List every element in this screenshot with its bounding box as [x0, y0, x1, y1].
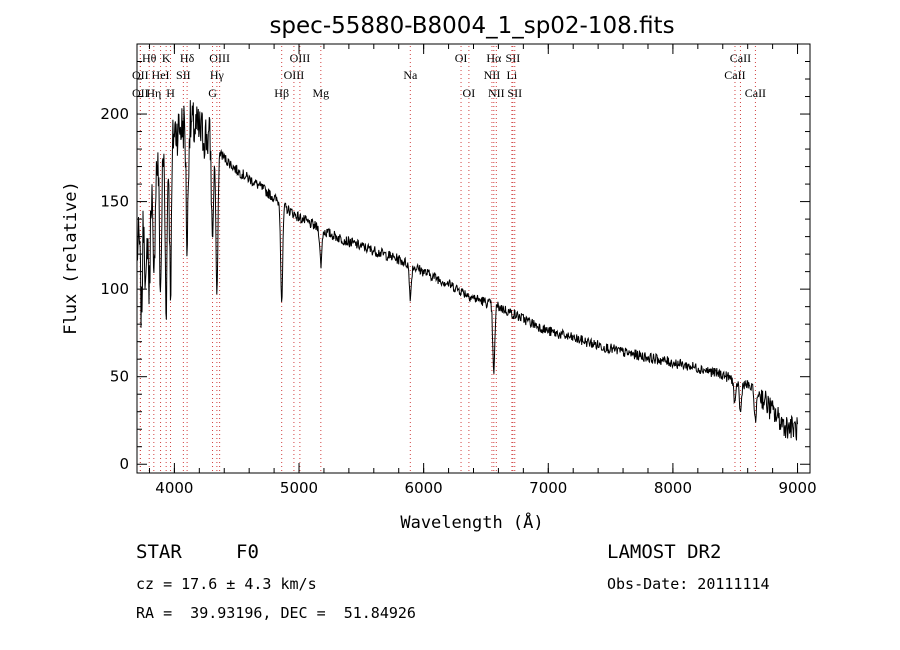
line-label: SII: [506, 51, 521, 65]
axis-ticks: 4000 5000 6000 7000 8000 9000 0 50 100 150 200: [100, 44, 817, 497]
line-label: CaII: [730, 51, 751, 65]
y-tick-label: 50: [110, 368, 129, 386]
object-class: STAR: [136, 541, 182, 563]
survey-name: LAMOST DR2: [607, 541, 722, 563]
line-label: Li: [507, 68, 518, 82]
object-subclass: F0: [236, 541, 259, 563]
x-tick-label: 8000: [654, 479, 692, 497]
line-label: Hθ: [142, 51, 157, 65]
y-axis-label: Flux (relative): [61, 181, 81, 335]
x-tick-label: 7000: [529, 479, 567, 497]
line-label: OI: [455, 51, 468, 65]
x-tick-label: 5000: [280, 479, 318, 497]
line-label: H: [166, 86, 175, 100]
line-label: Mg: [312, 86, 329, 100]
chart-title: spec-55880-B8004_1_sp02-108.fits: [269, 13, 674, 39]
line-label: OIII: [290, 51, 311, 65]
line-label: Hα: [486, 51, 502, 65]
line-label: Hγ: [210, 68, 225, 82]
line-label: OIII: [209, 51, 230, 65]
line-label: K: [162, 51, 171, 65]
spectrum-chart: spec-55880-B8004_1_sp02-108.fits Hθ OII OI…: [61, 13, 817, 533]
plot-frame: [136, 43, 811, 474]
obs-date: Obs-Date: 20111114: [607, 575, 770, 593]
x-tick-label: 4000: [155, 479, 193, 497]
line-label: Hδ: [180, 51, 195, 65]
y-tick-label: 200: [100, 105, 129, 123]
spectrum-line: [136, 100, 798, 441]
line-label: NII: [488, 86, 505, 100]
line-label: Na: [403, 68, 418, 82]
spectrum-series: [136, 100, 798, 441]
line-label: OI: [463, 86, 476, 100]
line-label: SII: [176, 68, 191, 82]
y-tick-label: 0: [119, 455, 129, 473]
line-label: G: [208, 86, 217, 100]
x-tick-label: 6000: [405, 479, 443, 497]
line-label: CaII: [724, 68, 745, 82]
line-label: CaII: [745, 86, 766, 100]
redshift-value: cz = 17.6 ± 4.3 km/s: [136, 575, 317, 593]
line-label: Hβ: [274, 86, 289, 100]
line-label: SII: [507, 86, 522, 100]
line-label: HeI: [152, 68, 170, 82]
coordinates: RA = 39.93196, DEC = 51.84926: [136, 604, 416, 622]
y-tick-label: 100: [100, 280, 129, 298]
line-label: OII: [132, 86, 149, 100]
line-label: NII: [484, 68, 501, 82]
line-label: OIII: [284, 68, 305, 82]
x-axis-label: Wavelength (Å): [400, 511, 543, 533]
line-label: Hη: [146, 86, 161, 100]
x-tick-label: 9000: [778, 479, 816, 497]
y-tick-label: 150: [100, 193, 129, 211]
